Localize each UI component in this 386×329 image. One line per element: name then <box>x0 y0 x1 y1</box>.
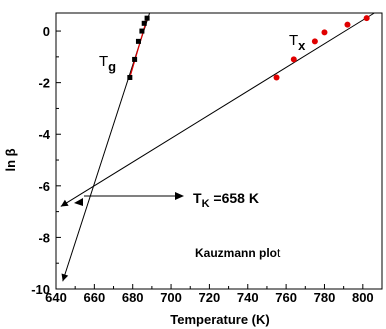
tk-arrow-head-left <box>74 198 83 206</box>
kauzmann-label-tail: t <box>277 246 281 260</box>
y-tick-label: -6 <box>38 179 50 194</box>
y-tick-label: -4 <box>38 127 50 142</box>
y-axis-label: ln β <box>3 148 18 171</box>
plot-area-border <box>55 12 383 290</box>
x-tick-label: 720 <box>199 290 221 305</box>
kauzmann-label: Kauzmann plot <box>195 246 281 260</box>
extrapolation-line-tx <box>60 12 375 207</box>
point-tg <box>144 15 150 21</box>
y-tick-label: 0 <box>43 24 50 39</box>
point-tx <box>344 21 351 28</box>
data-points <box>127 15 370 81</box>
y-tick-label: -10 <box>31 282 50 297</box>
tk-label: TK =658 K <box>193 190 259 210</box>
tx-label: Tx <box>289 32 306 53</box>
arrowhead-tg <box>61 273 69 282</box>
y-tick-label: -2 <box>38 76 50 91</box>
y-axis: 0 -2 -4 -6 -8 -10 <box>31 24 61 297</box>
tk-label-rest: =658 K <box>210 190 259 206</box>
x-tick-label: 660 <box>84 290 106 305</box>
x-tick-label: 740 <box>237 290 259 305</box>
x-axis-label: Temperature (K) <box>170 312 269 327</box>
point-tx <box>273 74 280 81</box>
y-tick-label: -8 <box>38 230 50 245</box>
x-tick-label: 700 <box>160 290 182 305</box>
tg-label-sub: g <box>108 59 116 74</box>
point-tx <box>311 38 318 45</box>
arrowhead-tx <box>60 199 69 207</box>
x-tick-label: 760 <box>275 290 297 305</box>
x-tick-label: 780 <box>314 290 336 305</box>
tk-label-sub: K <box>202 198 210 210</box>
x-tick-label: 800 <box>352 290 374 305</box>
point-tg <box>141 20 147 26</box>
point-tg <box>135 38 141 44</box>
point-tg <box>132 56 138 62</box>
point-tg <box>139 28 145 34</box>
point-tx <box>321 29 328 36</box>
tk-arrow <box>74 192 184 206</box>
x-tick-label: 640 <box>45 290 67 305</box>
tx-label-main: T <box>289 32 298 49</box>
kauzmann-label-main: Kauzmann plo <box>195 246 277 260</box>
fit-line-tg <box>129 17 148 78</box>
plot-frame <box>55 12 383 290</box>
x-tick-label: 680 <box>122 290 144 305</box>
point-tx <box>290 56 297 63</box>
tk-arrow-head-right <box>175 192 184 200</box>
point-tx <box>363 15 370 22</box>
tk-label-main: T <box>193 190 202 206</box>
tx-label-sub: x <box>298 38 306 53</box>
x-axis: 640 660 680 700 720 740 760 780 800 <box>45 284 374 305</box>
point-tg <box>127 74 133 80</box>
tg-label: Tg <box>99 53 116 74</box>
tg-label-main: T <box>99 53 108 70</box>
